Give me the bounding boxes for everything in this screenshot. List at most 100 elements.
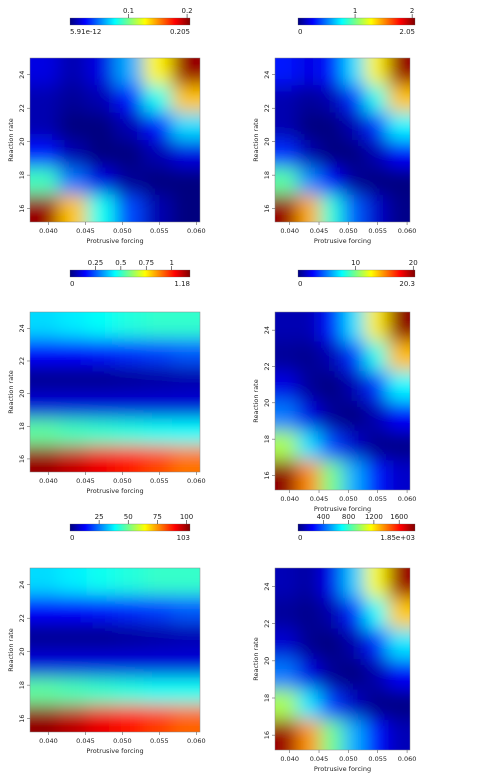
x-tick-label: 0.055 bbox=[150, 477, 169, 485]
colorbar-tick-label: 1 bbox=[353, 7, 357, 15]
heatmap-cell bbox=[320, 341, 343, 372]
heatmap-cell bbox=[342, 719, 366, 750]
heatmap-cell bbox=[342, 167, 366, 196]
heatmap bbox=[30, 568, 200, 732]
heatmap-cell bbox=[86, 58, 116, 86]
heatmap-cell bbox=[115, 677, 144, 706]
heatmap-cell bbox=[58, 312, 88, 340]
heatmap-cell bbox=[297, 140, 321, 168]
x-tick-label: 0.045 bbox=[76, 477, 95, 485]
heatmap-cell bbox=[143, 622, 173, 651]
colorbar-min-label: 0 bbox=[298, 534, 302, 542]
heatmap-cell bbox=[275, 140, 298, 168]
heatmap-cell bbox=[365, 598, 388, 630]
heatmap-cell bbox=[115, 650, 144, 678]
heatmap-cell bbox=[115, 622, 144, 651]
heatmap-cell bbox=[171, 365, 200, 393]
heatmap-cells bbox=[30, 58, 200, 222]
heatmap-cell bbox=[320, 312, 343, 343]
heatmap-cell bbox=[58, 112, 88, 141]
heatmap-cell bbox=[275, 58, 298, 86]
y-tick-label: 18 bbox=[263, 694, 271, 702]
heatmap-cell bbox=[320, 58, 343, 86]
heatmap-cell bbox=[365, 312, 388, 343]
colorbar-tick-label: 2 bbox=[410, 7, 414, 15]
heatmap-cell bbox=[365, 460, 388, 490]
heatmap-cell bbox=[86, 418, 116, 446]
heatmap-cells bbox=[275, 568, 410, 750]
heatmap-cells bbox=[275, 312, 410, 490]
heatmap-cell bbox=[171, 85, 200, 114]
colorbar-tick-label: 50 bbox=[124, 513, 133, 521]
heatmap-cell bbox=[275, 112, 298, 141]
plot-frame bbox=[29, 311, 201, 473]
colorbar bbox=[69, 17, 191, 26]
colorbar bbox=[297, 523, 416, 532]
heatmap-cell bbox=[143, 85, 173, 114]
x-tick-label: 0.060 bbox=[187, 227, 206, 235]
heatmap-cell bbox=[30, 445, 59, 472]
heatmap-cell bbox=[30, 622, 59, 651]
colorbar-tick-label: 0.75 bbox=[138, 259, 154, 267]
plot-frame bbox=[274, 311, 411, 491]
y-tick-label: 20 bbox=[263, 138, 271, 146]
heatmap-cell bbox=[387, 58, 410, 86]
x-tick-label: 0.050 bbox=[339, 495, 358, 503]
heatmap-cell bbox=[143, 595, 173, 624]
heatmap-cell bbox=[297, 430, 321, 461]
plot-frame bbox=[274, 567, 411, 751]
heatmap-cell bbox=[58, 167, 88, 196]
heatmap-cell bbox=[58, 704, 88, 732]
heatmap-cell bbox=[320, 401, 343, 432]
heatmap-cell bbox=[30, 194, 59, 222]
heatmap-cell bbox=[115, 194, 144, 222]
y-tick-label: 16 bbox=[263, 204, 271, 212]
heatmap-cell bbox=[342, 430, 366, 461]
heatmap-cell bbox=[58, 677, 88, 706]
colorbar bbox=[297, 269, 416, 278]
heatmap bbox=[30, 58, 200, 222]
x-axis-label: Protrusive forcing bbox=[86, 237, 143, 245]
y-tick-label: 24 bbox=[18, 71, 26, 79]
heatmap-cell bbox=[30, 568, 59, 596]
x-tick-label: 0.045 bbox=[76, 737, 95, 745]
heatmap-cell bbox=[365, 112, 388, 141]
x-tick-label: 0.040 bbox=[39, 477, 58, 485]
heatmap-cell bbox=[297, 659, 321, 690]
heatmap-cell bbox=[365, 85, 388, 114]
heatmap-cell bbox=[86, 704, 116, 732]
heatmap-cell bbox=[86, 85, 116, 114]
heatmap-cell bbox=[387, 719, 410, 750]
heatmap-cell bbox=[365, 140, 388, 168]
heatmap-cell bbox=[115, 595, 144, 624]
x-tick-label: 0.045 bbox=[310, 227, 329, 235]
y-tick-label: 20 bbox=[18, 138, 26, 146]
heatmap-cell bbox=[115, 704, 144, 732]
heatmap-cell bbox=[320, 194, 343, 222]
x-tick-label: 0.050 bbox=[339, 755, 358, 763]
heatmap-cell bbox=[30, 392, 59, 420]
heatmap-cell bbox=[171, 58, 200, 86]
heatmap-cell bbox=[320, 628, 343, 660]
heatmap-cell bbox=[143, 650, 173, 678]
y-axis-label: Reaction rate bbox=[7, 118, 15, 162]
heatmap-cell bbox=[86, 312, 116, 340]
heatmap-cell bbox=[143, 568, 173, 596]
heatmap-cell bbox=[342, 401, 366, 432]
heatmap-cells bbox=[30, 568, 200, 732]
heatmap-cell bbox=[342, 598, 366, 630]
y-tick-label: 20 bbox=[18, 648, 26, 656]
heatmap-cell bbox=[143, 140, 173, 168]
heatmap-cell bbox=[86, 677, 116, 706]
y-tick-label: 20 bbox=[263, 657, 271, 665]
y-axis-label: Reaction rate bbox=[252, 118, 260, 162]
plot-frame bbox=[274, 57, 411, 223]
heatmap-cell bbox=[143, 312, 173, 340]
x-tick-label: 0.055 bbox=[368, 755, 387, 763]
heatmap-cell bbox=[275, 167, 298, 196]
y-tick-label: 20 bbox=[263, 399, 271, 407]
heatmap-cell bbox=[342, 140, 366, 168]
heatmap-cell bbox=[320, 430, 343, 461]
y-tick-label: 16 bbox=[18, 714, 26, 722]
